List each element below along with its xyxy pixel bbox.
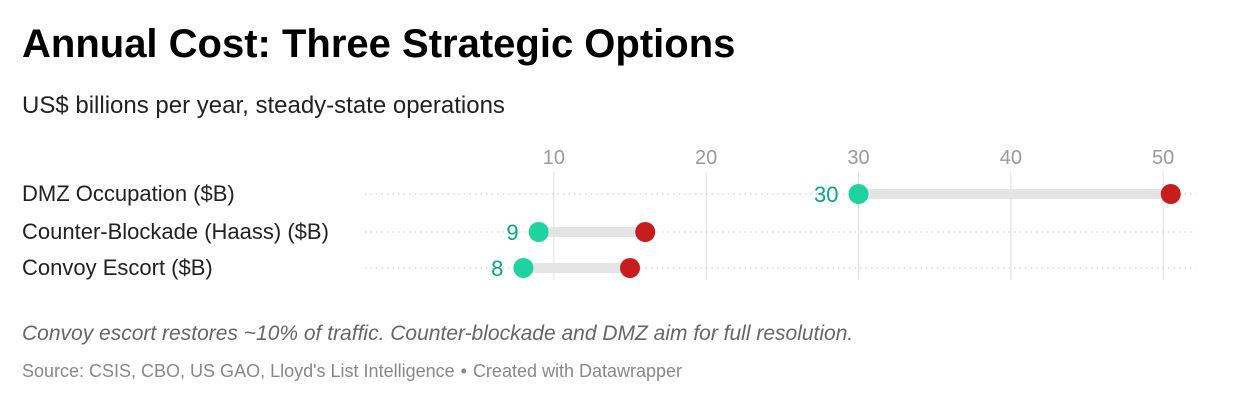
source-separator: • bbox=[460, 361, 467, 381]
x-tick-label: 30 bbox=[847, 147, 869, 169]
chart-note: Convoy escort restores ~10% of traffic. … bbox=[22, 322, 854, 345]
chart-subtitle: US$ billions per year, steady-state oper… bbox=[22, 92, 505, 119]
low-dot bbox=[513, 258, 534, 278]
x-tick-label: 10 bbox=[543, 147, 565, 169]
source-text: Source: CSIS, CBO, US GAO, Lloyd's List … bbox=[22, 361, 455, 381]
range-dot-chart: 10 20 30 40 50 DMZ Occupation ($B) 30 Counter-… bbox=[22, 147, 1196, 281]
row-label: DMZ Occupation ($B) bbox=[22, 181, 235, 206]
credit-text: Created with Datawrapper bbox=[472, 361, 683, 381]
row-label: Convoy Escort ($B) bbox=[22, 255, 213, 280]
x-tick-label: 50 bbox=[1152, 147, 1174, 169]
low-value-label: 9 bbox=[506, 220, 518, 245]
low-value-label: 30 bbox=[814, 182, 838, 207]
low-dot bbox=[528, 222, 549, 242]
x-tick-label: 20 bbox=[695, 147, 717, 169]
high-dot bbox=[1160, 184, 1181, 204]
chart-row: Convoy Escort ($B) 8 bbox=[22, 255, 1196, 281]
high-dot bbox=[620, 258, 641, 278]
source-line: Source: CSIS, CBO, US GAO, Lloyd's List … bbox=[22, 361, 682, 382]
high-dot bbox=[635, 222, 656, 242]
tick-layer: 10 20 30 40 50 bbox=[543, 147, 1175, 169]
chart-title: Annual Cost: Three Strategic Options bbox=[22, 22, 736, 66]
row-label: Counter-Blockade (Haass) ($B) bbox=[22, 219, 329, 244]
x-tick-label: 40 bbox=[1000, 147, 1022, 169]
row-layer: DMZ Occupation ($B) 30 Counter-Blockade (H… bbox=[22, 181, 1196, 281]
chart-row: DMZ Occupation ($B) 30 bbox=[22, 181, 1196, 207]
low-dot bbox=[848, 184, 869, 204]
low-value-label: 8 bbox=[491, 256, 503, 281]
chart-row: Counter-Blockade (Haass) ($B) 9 bbox=[22, 219, 1196, 245]
